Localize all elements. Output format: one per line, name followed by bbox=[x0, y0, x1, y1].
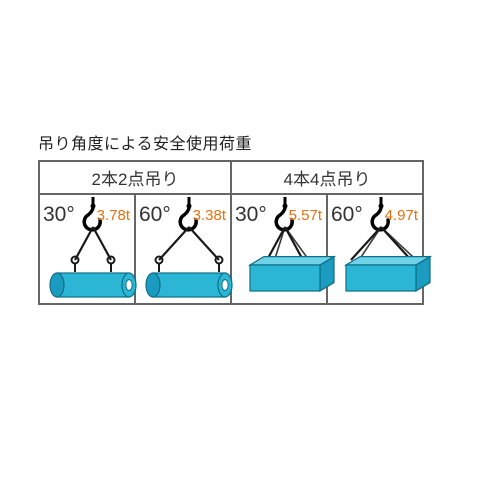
angle-label: 60° bbox=[331, 203, 363, 227]
figure-row: 30° 3.78t 60° 3.38t bbox=[40, 195, 424, 305]
table-frame: 2本2点吊り 4本4点吊り 30° 3.78t bbox=[38, 160, 424, 305]
load-label: 3.78t bbox=[97, 207, 130, 224]
angle-label: 30° bbox=[43, 203, 75, 227]
chart-container: 吊り角度による安全使用荷重 2本2点吊り 4本4点吊り 30° 3.78t bbox=[0, 0, 424, 305]
chart-title: 吊り角度による安全使用荷重 bbox=[38, 130, 424, 154]
header-row: 2本2点吊り 4本4点吊り bbox=[40, 162, 424, 195]
angle-label: 30° bbox=[235, 203, 267, 227]
load-label: 3.38t bbox=[193, 207, 226, 224]
cell-0: 30° 3.78t bbox=[40, 195, 136, 303]
load-label: 5.57t bbox=[289, 207, 322, 224]
cell-2: 30° 5.57t bbox=[232, 195, 328, 303]
header-4pt: 4本4点吊り bbox=[232, 162, 424, 195]
angle-label: 60° bbox=[139, 203, 171, 227]
cell-1: 60° 3.38t bbox=[136, 195, 232, 303]
load-label: 4.97t bbox=[385, 207, 418, 224]
header-2pt: 2本2点吊り bbox=[40, 162, 232, 195]
cell-3: 60° 4.97t bbox=[328, 195, 424, 303]
